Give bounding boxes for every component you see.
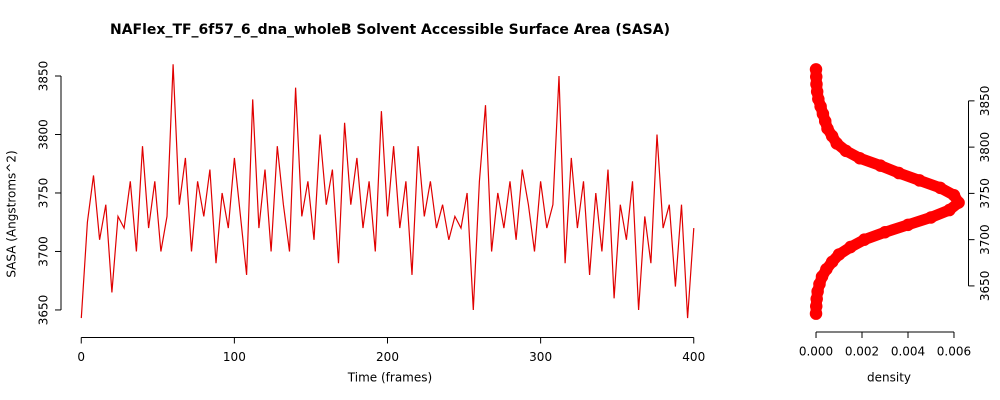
density-point bbox=[913, 174, 926, 187]
density-point bbox=[853, 151, 866, 165]
y-tick-label: 3850 bbox=[978, 86, 992, 117]
density-point bbox=[813, 277, 826, 291]
density-point bbox=[810, 85, 824, 98]
density-point bbox=[858, 233, 871, 246]
density-point bbox=[924, 211, 938, 224]
y-tick-label: 3700 bbox=[37, 236, 51, 267]
density-point bbox=[809, 300, 823, 313]
density-trace bbox=[810, 63, 965, 320]
density-point bbox=[933, 181, 947, 195]
density-point bbox=[943, 203, 956, 217]
x-tick-label: 0 bbox=[77, 350, 85, 364]
density-point bbox=[811, 285, 824, 298]
y-tick-label: 3700 bbox=[978, 224, 992, 255]
x-tick-label: 400 bbox=[682, 350, 705, 364]
density-point bbox=[810, 292, 823, 306]
density-point bbox=[812, 92, 825, 106]
x-tick-label: 100 bbox=[223, 350, 246, 364]
x-axis-label: Time (frames) bbox=[347, 371, 432, 385]
x-tick-label: 0.006 bbox=[937, 345, 971, 359]
y-tick-label: 3800 bbox=[978, 132, 992, 163]
density-point bbox=[832, 248, 846, 261]
chart-title: NAFlex_TF_6f57_6_dna_wholeB Solvent Acce… bbox=[110, 22, 670, 38]
density-point bbox=[810, 77, 823, 91]
density-point bbox=[809, 70, 823, 84]
x-tick-label: 300 bbox=[529, 350, 552, 364]
y-tick-label: 3850 bbox=[37, 61, 51, 92]
y-tick-label: 3650 bbox=[978, 271, 992, 302]
density-point bbox=[901, 218, 915, 232]
x-tick-label: 0.000 bbox=[799, 345, 833, 359]
density-point bbox=[809, 307, 823, 320]
density-point bbox=[839, 144, 853, 158]
density-point bbox=[947, 188, 961, 202]
x-tick-label: 0.002 bbox=[845, 345, 879, 359]
y-axis-label: SASA (Angstroms^2) bbox=[5, 150, 19, 277]
x-tick-label: 200 bbox=[376, 350, 399, 364]
x-tick-label: 0.004 bbox=[891, 345, 925, 359]
density-point bbox=[809, 63, 823, 76]
density-point bbox=[825, 255, 839, 269]
density-point bbox=[818, 114, 832, 128]
data-line bbox=[80, 64, 695, 319]
x-axis-label: density bbox=[867, 371, 911, 385]
density-point bbox=[878, 225, 892, 239]
density-point bbox=[892, 166, 906, 180]
density-point bbox=[814, 100, 827, 113]
y-tick-label: 3750 bbox=[978, 178, 992, 209]
density-point bbox=[844, 240, 857, 254]
y-tick-label: 3800 bbox=[37, 119, 51, 150]
density-point bbox=[816, 107, 830, 121]
y-tick-label: 3750 bbox=[37, 178, 51, 209]
y-tick-label: 3650 bbox=[37, 295, 51, 326]
density-point bbox=[874, 159, 887, 172]
density-point bbox=[821, 122, 834, 135]
